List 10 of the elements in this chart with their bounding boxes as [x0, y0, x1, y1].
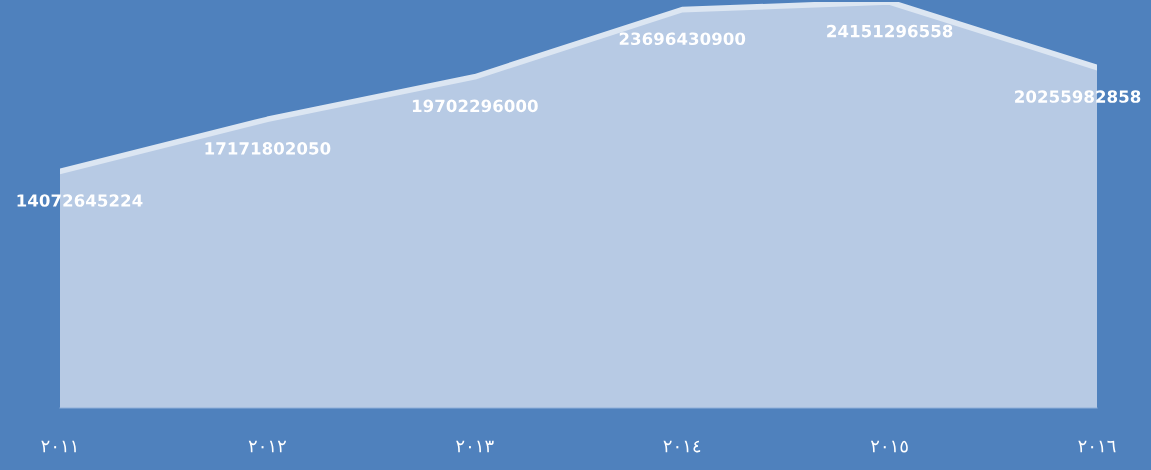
- data-label: 19702296000: [412, 99, 538, 113]
- x-tick-label: ٢٠١٣: [456, 440, 494, 453]
- data-label: 24151296558: [827, 24, 953, 38]
- x-tick-label: ٢٠١١: [41, 440, 76, 453]
- x-tick-label: ٢٠١٤: [663, 440, 701, 453]
- x-tick-label: ٢٠١٥: [870, 440, 908, 453]
- x-tick-label: ٢٠١٦: [1078, 440, 1116, 453]
- data-label: 23696430900: [619, 32, 746, 46]
- data-label: 17171802050: [205, 142, 331, 155]
- x-tick-label: ٢٠١٢: [248, 440, 286, 453]
